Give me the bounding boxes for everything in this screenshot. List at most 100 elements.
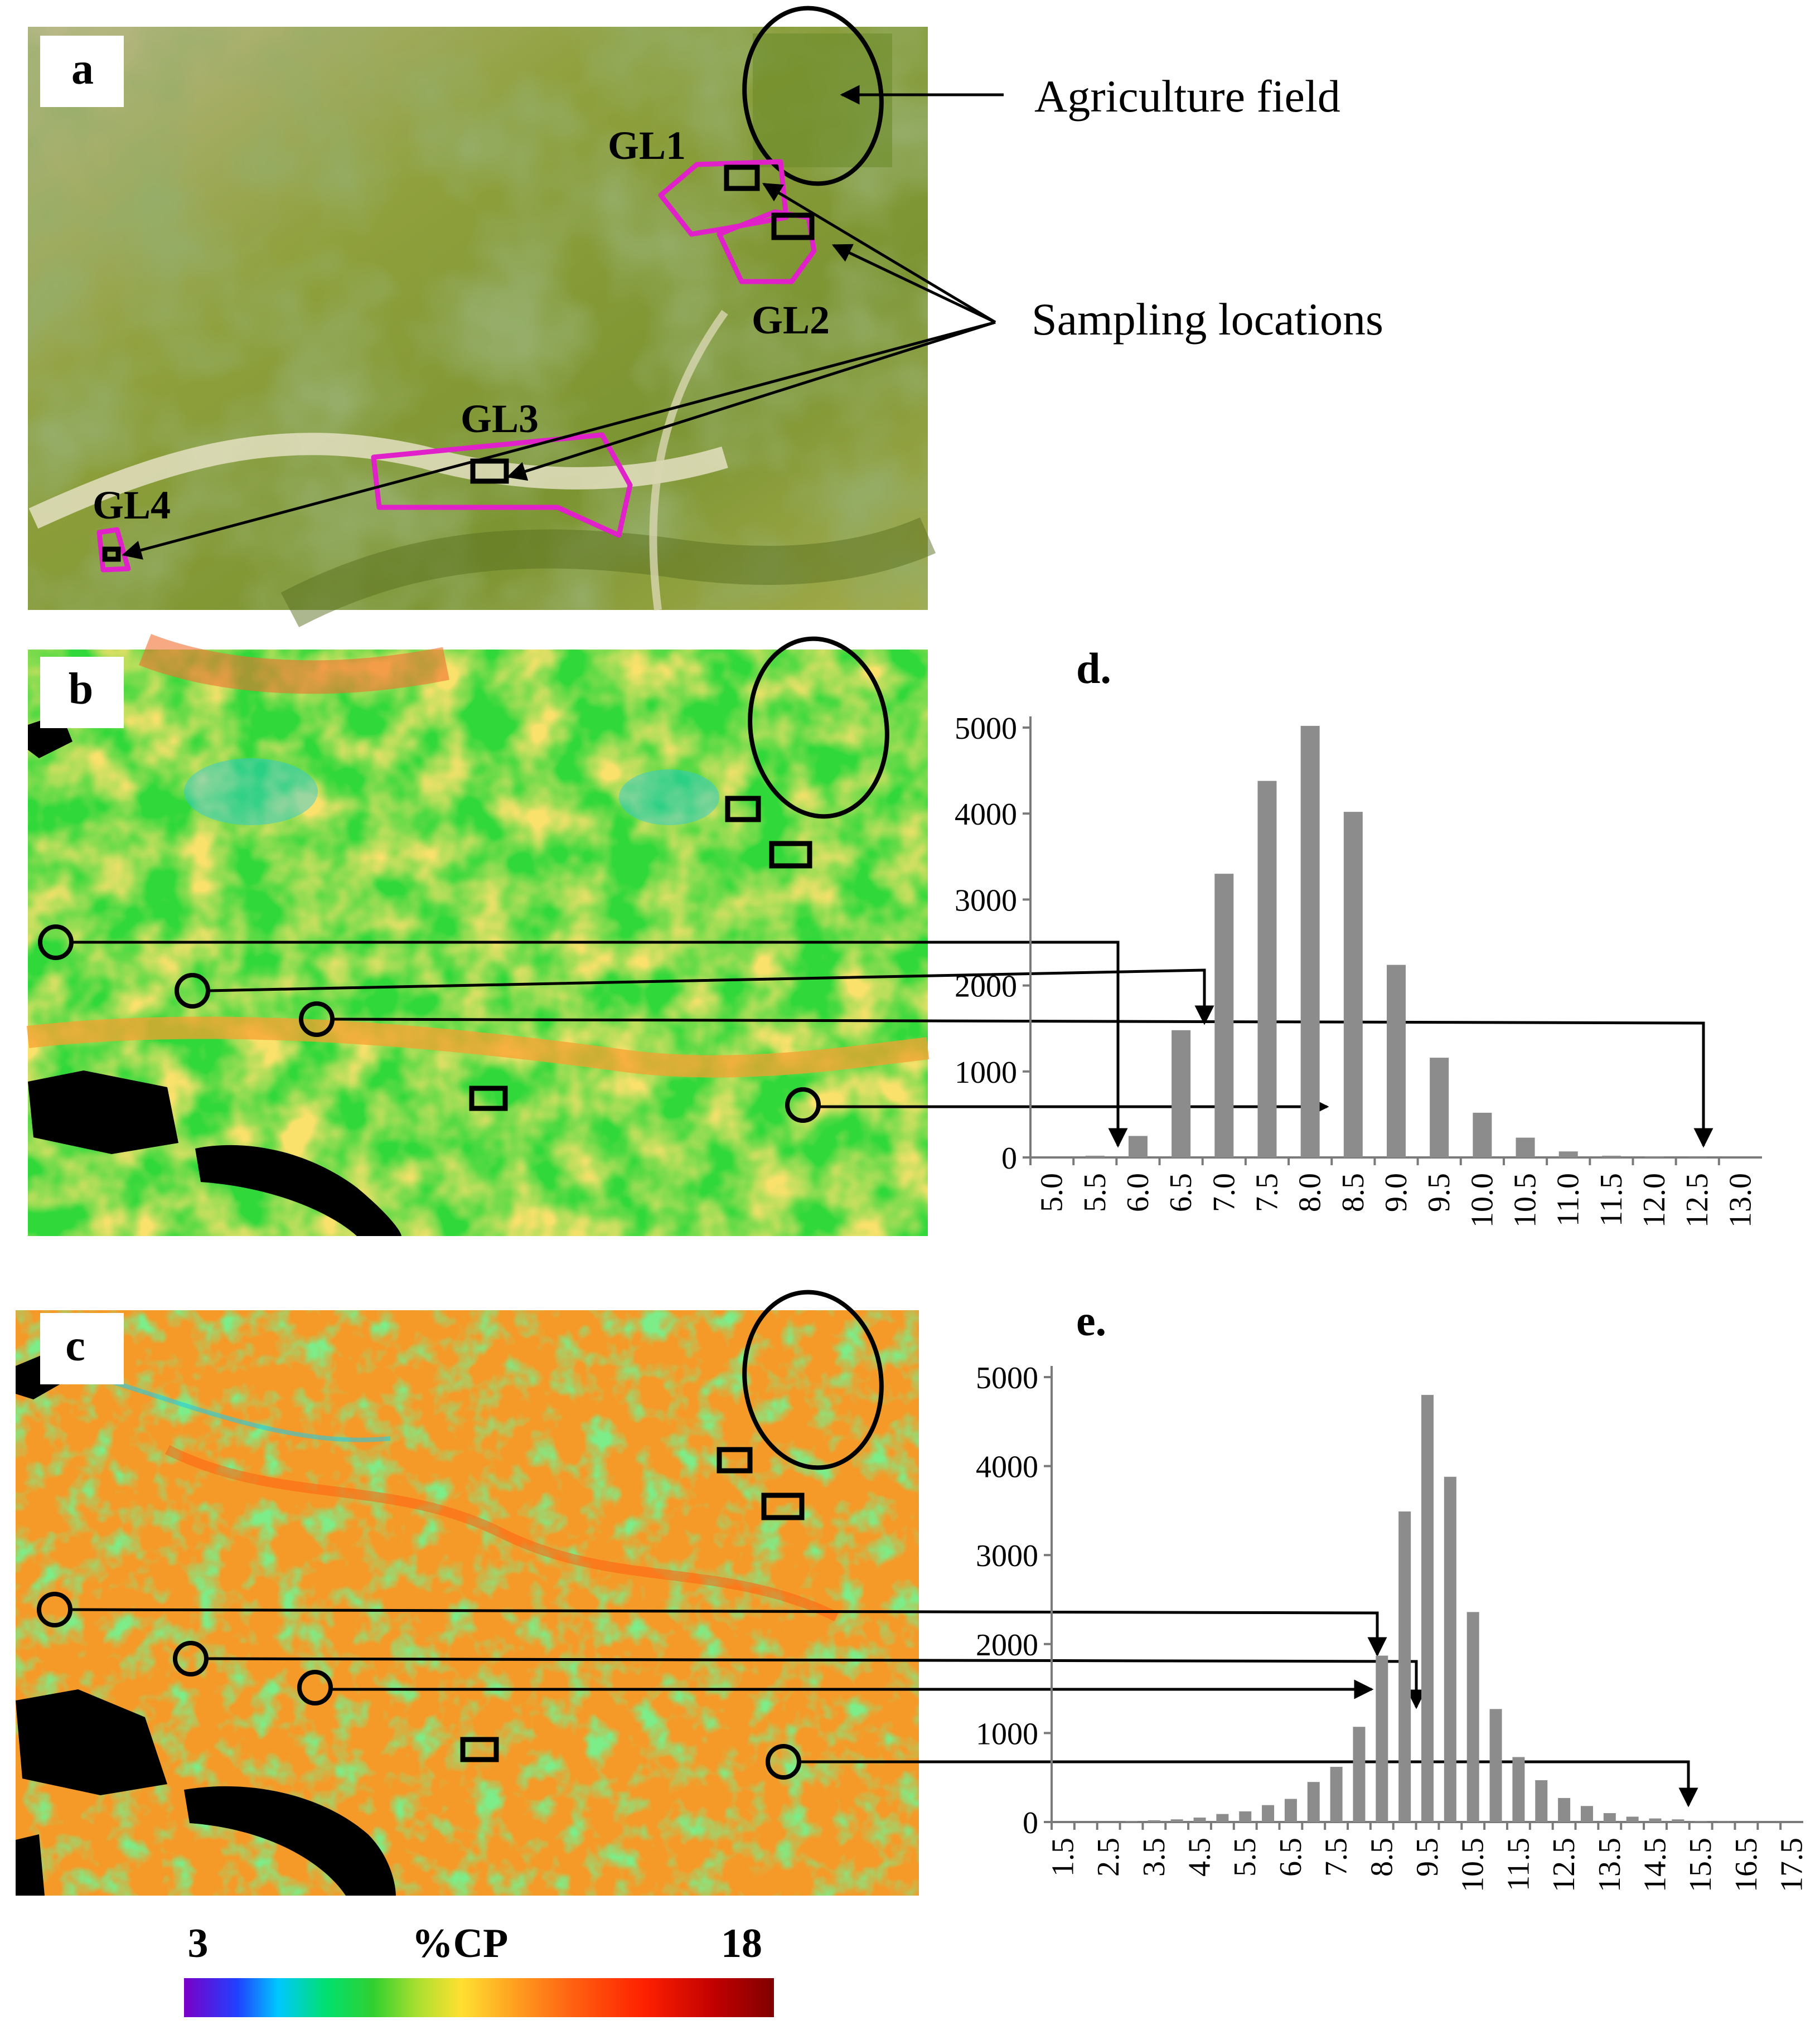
- histogram-e-x-tick-label: 9.5: [1410, 1838, 1445, 1877]
- histogram-e-y-tick-label: 3000: [976, 1539, 1038, 1573]
- histogram-d: d. 0 1000 2000 3000 4000 5000 5.0 5.5 6.0 6.5 7.0 7…: [955, 644, 1762, 1228]
- histogram-d-title: d.: [1076, 644, 1111, 692]
- histogram-e-bar: [1626, 1816, 1639, 1822]
- histogram-e-x-tick-label: 11.5: [1501, 1838, 1536, 1891]
- b-link-arrow-2: [207, 968, 1214, 1025]
- histogram-d-x-tick-label: 8.0: [1293, 1173, 1328, 1212]
- histogram-d-x-tick-label: 12.0: [1637, 1173, 1672, 1228]
- histogram-e-bar: [1421, 1394, 1434, 1822]
- colorbar: 3 %CP 18: [184, 1921, 774, 2017]
- histogram-e-bar: [1284, 1799, 1297, 1822]
- histogram-e-x-tick-label: 4.5: [1183, 1838, 1217, 1877]
- histogram-e-bar: [1148, 1820, 1160, 1822]
- svg-text:b: b: [69, 665, 94, 714]
- histogram-d-bar: [1387, 965, 1406, 1157]
- histogram-d-bar: [1214, 874, 1234, 1157]
- histogram-e-x-tick-label: 15.5: [1683, 1838, 1718, 1892]
- histogram-e-bar: [1239, 1811, 1252, 1822]
- c-sample-box-3: [460, 1737, 499, 1762]
- histogram-d-y-tick-label: 5000: [955, 711, 1017, 746]
- histogram-e-bar: [1376, 1655, 1388, 1822]
- histogram-e-x-tick-label: 7.5: [1319, 1838, 1354, 1877]
- agriculture-field-ellipse-c: [742, 1290, 884, 1470]
- histogram-e-bar: [1353, 1727, 1366, 1822]
- histogram-d-x-tick-label: 7.0: [1207, 1173, 1241, 1212]
- colorbar-min-label: 3: [188, 1921, 209, 1966]
- agriculture-field-ellipse-b: [748, 636, 889, 819]
- histogram-d-x-tick-label: 6.5: [1164, 1173, 1198, 1212]
- sampling-arrow-gl4: [122, 321, 996, 560]
- histogram-e-bar: [1717, 1821, 1730, 1822]
- histogram-d-x-tick-label: 13.0: [1723, 1173, 1758, 1228]
- histogram-e-bar: [1580, 1806, 1593, 1822]
- histogram-e-bar: [1603, 1813, 1616, 1822]
- histogram-d-y-tick-label: 4000: [955, 797, 1017, 832]
- colorbar-max-label: 18: [721, 1921, 762, 1966]
- histogram-e-x-tick-label: 12.5: [1547, 1838, 1581, 1892]
- histogram-e-y-tick-label: 1000: [976, 1717, 1038, 1751]
- histogram-e-bar: [1398, 1511, 1411, 1822]
- histogram-d-x-tick-label: 9.0: [1379, 1173, 1414, 1212]
- panel-c-map: [16, 1310, 919, 1896]
- histogram-e-bar: [1489, 1709, 1502, 1822]
- c-sample-box-1: [717, 1447, 753, 1474]
- histogram-d-bar: [1473, 1112, 1492, 1157]
- c-pixel-circle-3: [297, 1670, 333, 1705]
- histogram-e-bar: [1125, 1821, 1138, 1822]
- b-link-arrow-1: [71, 941, 1128, 1148]
- c-sample-box-2: [761, 1493, 805, 1520]
- histogram-e-x-tick-label: 5.5: [1228, 1838, 1262, 1877]
- histogram-e-y-tick-label: 4000: [976, 1450, 1038, 1485]
- gl4-polygon: [96, 527, 131, 573]
- histogram-e-y-tick-label: 5000: [976, 1361, 1038, 1396]
- histogram-d-bar: [1430, 1058, 1449, 1157]
- histogram-e-x-tick-label: 6.5: [1274, 1838, 1308, 1877]
- panel-a-image: [28, 27, 936, 628]
- histogram-d-x-tick-label: 6.0: [1121, 1173, 1155, 1212]
- histogram-d-bar: [1601, 1155, 1621, 1157]
- histogram-e-bar: [1558, 1797, 1571, 1822]
- histogram-d-x-tick-label: 8.5: [1336, 1173, 1371, 1212]
- gl4-sample-box: [102, 546, 121, 562]
- histogram-d-bar: [1516, 1137, 1535, 1157]
- histogram-e-x-tick-label: 17.5: [1775, 1838, 1809, 1892]
- gl2-label: GL2: [752, 298, 830, 342]
- panel-c-letter: c: [40, 1313, 124, 1384]
- gl2-sample-box: [771, 212, 815, 240]
- histogram-d-x-tick-label: 10.5: [1508, 1173, 1543, 1228]
- histogram-d-y-tick-label: 2000: [955, 970, 1017, 1004]
- histogram-d-x-tick-label: 5.0: [1035, 1173, 1069, 1212]
- agriculture-field-ellipse-a: [742, 6, 884, 186]
- histogram-e-bar: [1216, 1814, 1229, 1822]
- b-sample-box-2: [769, 841, 812, 869]
- histogram-e-bar: [1193, 1818, 1206, 1822]
- histogram-e-bar: [1649, 1818, 1662, 1822]
- histogram-d-bar: [1172, 1030, 1191, 1157]
- histogram-d-x-tick-label: 10.0: [1465, 1173, 1499, 1228]
- histogram-d-x-tick-label: 11.5: [1594, 1173, 1629, 1227]
- histogram-d-y-tick-label: 1000: [955, 1055, 1017, 1090]
- sampling-arrow-gl2: [831, 244, 996, 324]
- histogram-e-y-tick-label: 0: [1023, 1806, 1038, 1840]
- histogram-e-bar: [1170, 1819, 1183, 1822]
- c-link-arrow-4: [799, 1760, 1698, 1808]
- histogram-e-bar: [1330, 1767, 1343, 1822]
- svg-text:a: a: [71, 45, 94, 94]
- svg-text:c: c: [65, 1321, 85, 1370]
- histogram-d-bar: [1128, 1136, 1148, 1157]
- histogram-e-bar: [1512, 1757, 1525, 1822]
- histogram-d-bar: [1645, 1156, 1664, 1157]
- gl3-sample-box: [470, 458, 509, 484]
- histogram-d-bar: [1343, 812, 1363, 1157]
- histogram-d-bar: [1085, 1155, 1105, 1157]
- panel-b-letter: b: [40, 657, 124, 728]
- sampling-locations-label: Sampling locations: [1032, 294, 1383, 345]
- histogram-d-bar: [1257, 781, 1277, 1157]
- histogram-e-x-tick-label: 10.5: [1456, 1838, 1490, 1892]
- histogram-d-x-tick-label: 7.5: [1250, 1173, 1284, 1212]
- histogram-e-x-tick-label: 14.5: [1638, 1838, 1672, 1892]
- histogram-e-title: e.: [1076, 1296, 1106, 1345]
- histogram-e-bar: [1307, 1782, 1320, 1822]
- gl1-label: GL1: [608, 123, 686, 168]
